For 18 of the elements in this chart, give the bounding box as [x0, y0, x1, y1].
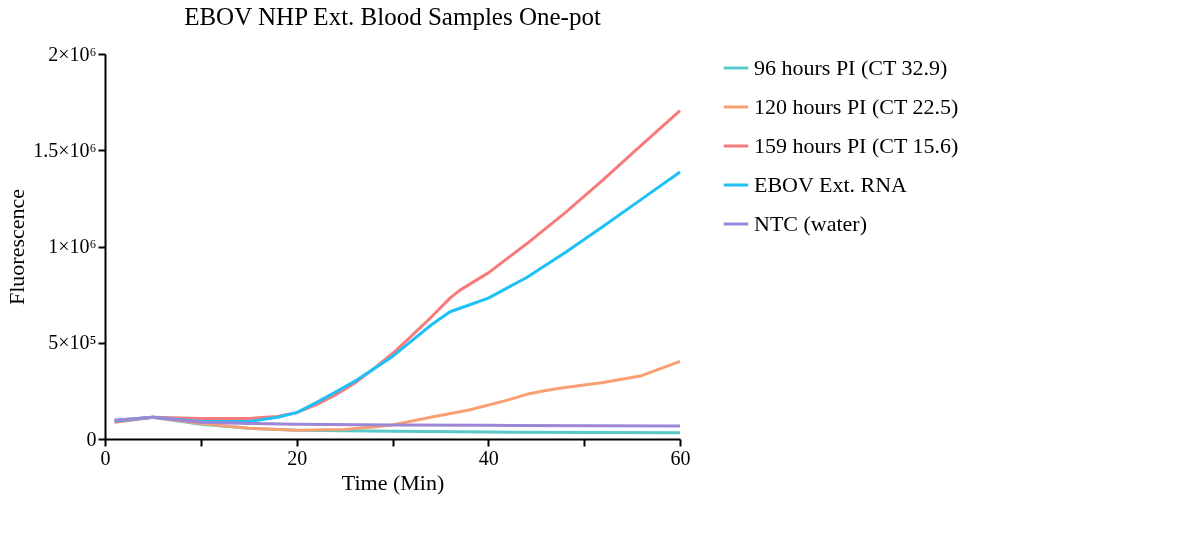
- legend-label: EBOV Ext. RNA: [754, 172, 908, 197]
- y-tick-label: 5×10⁵: [48, 331, 97, 354]
- legend-label: 159 hours PI (CT 15.6): [754, 133, 959, 158]
- y-tick-label: 0: [86, 427, 97, 450]
- y-tick-label: 1×10⁶: [48, 235, 97, 257]
- x-tick-label: 40: [478, 446, 499, 469]
- x-tick-label: 0: [100, 446, 111, 469]
- x-tick-label: 20: [287, 446, 308, 469]
- x-tick-label: 60: [670, 446, 691, 469]
- legend-label: 120 hours PI (CT 22.5): [754, 94, 959, 119]
- legend-label: 96 hours PI (CT 32.9): [754, 55, 948, 80]
- legend-label: NTC (water): [754, 211, 868, 236]
- x-axis-title: Time (Min): [341, 469, 445, 495]
- chart-title: EBOV NHP Ext. Blood Samples One-pot: [184, 3, 601, 30]
- line-series: [113, 415, 682, 428]
- y-tick-label: 2×10⁶: [48, 42, 97, 65]
- y-tick-label: 1.5×10⁶: [33, 138, 97, 161]
- y-axis-title: Fluorescence: [4, 188, 30, 306]
